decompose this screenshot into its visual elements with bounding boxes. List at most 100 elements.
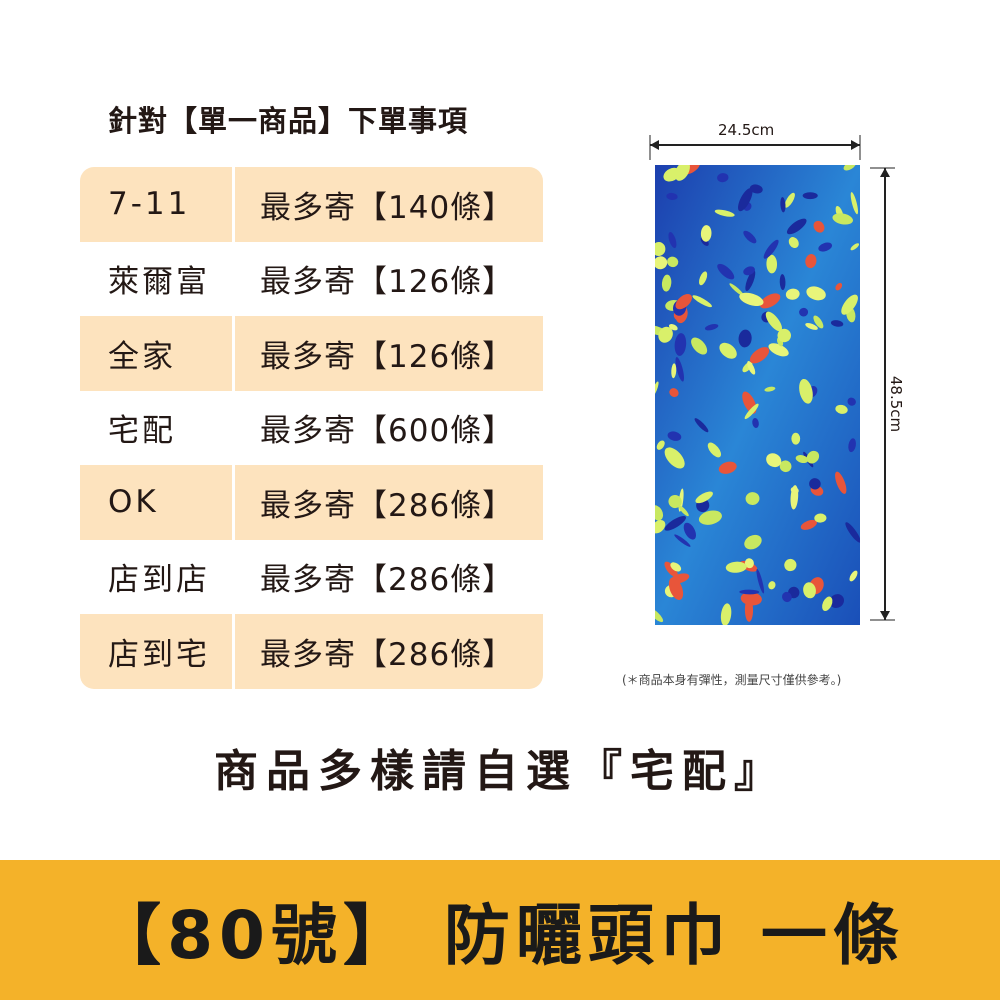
leaf-motif — [667, 256, 679, 268]
leaf-motif — [835, 471, 847, 494]
leaf-motif — [806, 450, 820, 464]
leaf-motif — [764, 386, 776, 392]
leaf-motif — [691, 337, 708, 355]
leaf-motif — [765, 311, 782, 332]
leaf-motif — [698, 510, 722, 525]
leaf-motif — [779, 460, 792, 473]
leaf-motif — [745, 492, 760, 506]
leaf-motif — [752, 417, 759, 428]
leaf-motif — [799, 378, 813, 404]
leaf-motif — [683, 522, 696, 540]
leaf-motif — [805, 253, 817, 269]
leaf-motif — [655, 256, 668, 270]
leaf-motif — [784, 558, 797, 572]
leaf-motif — [671, 363, 677, 379]
table-row: 7-11 最多寄【140條】 — [80, 167, 543, 242]
leaf-motif — [779, 274, 786, 291]
shipping-limit: 最多寄【286條】 — [260, 562, 515, 599]
leaf-motif — [805, 323, 818, 330]
leaf-motif — [717, 173, 729, 183]
leaf-motif — [694, 418, 709, 433]
leaf-motif — [841, 294, 858, 315]
leaf-motif — [743, 230, 757, 244]
leaf-motif — [667, 431, 682, 441]
page-title: 針對【單一商品】下單事項 — [108, 104, 469, 138]
leaf-motif — [790, 485, 799, 510]
leaf-motif — [850, 192, 859, 215]
leaf-motif — [674, 165, 690, 181]
leaf-motif — [699, 271, 708, 286]
leaf-motif — [720, 603, 732, 625]
leaf-motif — [813, 315, 824, 329]
leaf-motif — [768, 581, 776, 590]
leaf-motif — [744, 403, 759, 420]
product-banner: 【80號】 防曬頭巾 一條 — [0, 860, 1000, 1000]
leaf-motif — [766, 453, 782, 468]
leaf-motif — [664, 561, 678, 577]
shipping-limit: 最多寄【126條】 — [260, 264, 515, 301]
leaf-motif — [725, 561, 747, 573]
shipping-method: 全家 — [80, 316, 235, 391]
leaf-motif — [719, 342, 737, 359]
leaf-motif — [668, 232, 677, 249]
leaf-motif — [780, 197, 786, 213]
elasticity-note: (＊商品本身有彈性，測量尺寸僅供參考。) — [622, 673, 842, 687]
leaf-motif — [749, 347, 770, 364]
leaf-motif — [806, 286, 826, 301]
leaf-motif — [848, 438, 856, 453]
leaf-motif — [668, 323, 678, 331]
shipping-method: 7-11 — [80, 167, 235, 242]
shipping-limit: 最多寄【286條】 — [260, 636, 515, 673]
leaf-motif — [695, 491, 713, 504]
leaf-motif — [729, 283, 744, 296]
leaf-motif — [743, 266, 755, 276]
table-row: OK 最多寄【286條】 — [80, 465, 543, 540]
leaf-motif — [674, 333, 687, 356]
leaf-motif — [738, 188, 753, 212]
leaf-motif — [738, 329, 752, 348]
leaf-motif — [714, 209, 735, 217]
leaf-motif — [655, 608, 664, 623]
leaf-motif — [664, 516, 686, 531]
shipping-method: 店到店 — [108, 562, 210, 599]
leaf-motif — [658, 326, 673, 343]
leaf-motif — [739, 292, 764, 307]
leaf-motif — [829, 594, 845, 609]
leaf-motif — [655, 519, 666, 534]
leaf-motif — [655, 505, 664, 521]
table-row: 萊爾富 最多寄【126條】 — [80, 242, 543, 317]
leaf-motif — [655, 242, 666, 257]
leaf-motif — [668, 495, 682, 509]
leaf-motif — [788, 237, 799, 249]
shipping-method: 宅配 — [108, 413, 176, 450]
leaf-motif — [843, 165, 856, 171]
leaf-motif — [832, 213, 853, 225]
leaf-motif — [791, 432, 801, 445]
leaf-motif — [664, 447, 685, 469]
leaf-motif — [747, 360, 756, 375]
leaf-motif — [675, 357, 685, 382]
table-row: 宅配 最多寄【600條】 — [80, 391, 543, 466]
leaf-motif — [782, 591, 792, 603]
leaf-motif — [666, 192, 678, 200]
shipping-method: 店到宅 — [80, 614, 235, 689]
leaf-motif — [745, 270, 756, 291]
leaf-motif — [813, 220, 825, 233]
table-row: 店到店 最多寄【286條】 — [80, 540, 543, 615]
leaf-motif — [835, 282, 843, 291]
leaf-motif — [818, 242, 833, 252]
leaf-motif — [845, 522, 860, 543]
leaf-motif — [768, 343, 789, 357]
leaf-motif — [759, 293, 781, 309]
dimension-arrows — [649, 135, 895, 621]
leaf-motif — [830, 320, 844, 327]
leaf-motif — [847, 397, 856, 406]
leaf-motif — [668, 577, 684, 601]
product-fabric-image — [655, 165, 860, 625]
leaf-motif — [656, 440, 665, 450]
leaf-motif — [795, 455, 809, 464]
leaf-motif — [661, 274, 672, 292]
leaf-motif — [675, 293, 692, 310]
leaf-motif — [785, 288, 800, 300]
leaf-motif — [803, 582, 816, 599]
